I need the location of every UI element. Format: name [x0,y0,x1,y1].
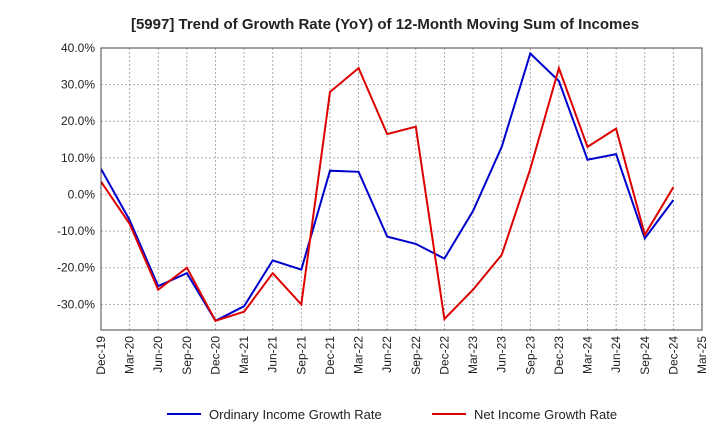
x-tick-label: Jun-22 [380,336,394,373]
plot-area [100,47,703,331]
x-tick-label: Sep-22 [409,336,423,375]
y-tick-label: 40.0% [61,41,95,55]
series-line-2 [100,64,675,323]
x-tick-label: Jun-23 [495,336,509,373]
y-axis-ticks: 40.0% 30.0% 20.0% 10.0% 0.0% -10.0% -20.0% -30.… [57,41,95,311]
y-tick-label: -20.0% [57,261,95,275]
x-tick-label: Jun-20 [151,336,165,373]
legend: Ordinary Income Growth Rate Net Income Gr… [167,407,617,422]
x-tick-label: Mar-24 [581,336,595,374]
grid [100,47,703,330]
y-tick-label: -10.0% [57,224,95,238]
y-tick-label: 30.0% [61,78,95,92]
x-tick-label: Jun-21 [266,336,280,373]
x-tick-label: Mar-23 [466,336,480,374]
x-tick-label: Dec-22 [437,336,451,375]
x-axis-ticks: Dec-19 Mar-20 Jun-20 Sep-20 Dec-20 Mar-21 Jun-… [94,336,709,375]
legend-label-2: Net Income Growth Rate [474,407,617,422]
x-tick-label: Dec-24 [666,336,680,375]
x-tick-label: Sep-21 [294,336,308,375]
legend-label-1: Ordinary Income Growth Rate [209,407,382,422]
x-tick-label: Mar-20 [123,336,137,374]
x-tick-label: Dec-19 [94,336,108,375]
x-tick-label: Dec-21 [323,336,337,375]
x-tick-label: Sep-23 [523,336,537,375]
x-tick-label: Jun-24 [609,336,623,373]
x-tick-label: Dec-23 [552,336,566,375]
series-lines [100,51,675,323]
y-tick-label: 10.0% [61,151,95,165]
x-tick-label: Mar-25 [695,336,709,374]
x-tick-label: Mar-22 [352,336,366,374]
series-line-1 [100,51,675,323]
y-tick-label: 20.0% [61,114,95,128]
x-tick-label: Dec-20 [208,336,222,375]
x-tick-label: Mar-21 [237,336,251,374]
chart-title: [5997] Trend of Growth Rate (YoY) of 12-… [131,16,639,33]
y-tick-label: -30.0% [57,297,95,311]
x-tick-label: Sep-20 [180,336,194,375]
y-tick-label: 0.0% [68,187,96,201]
x-tick-label: Sep-24 [638,336,652,375]
